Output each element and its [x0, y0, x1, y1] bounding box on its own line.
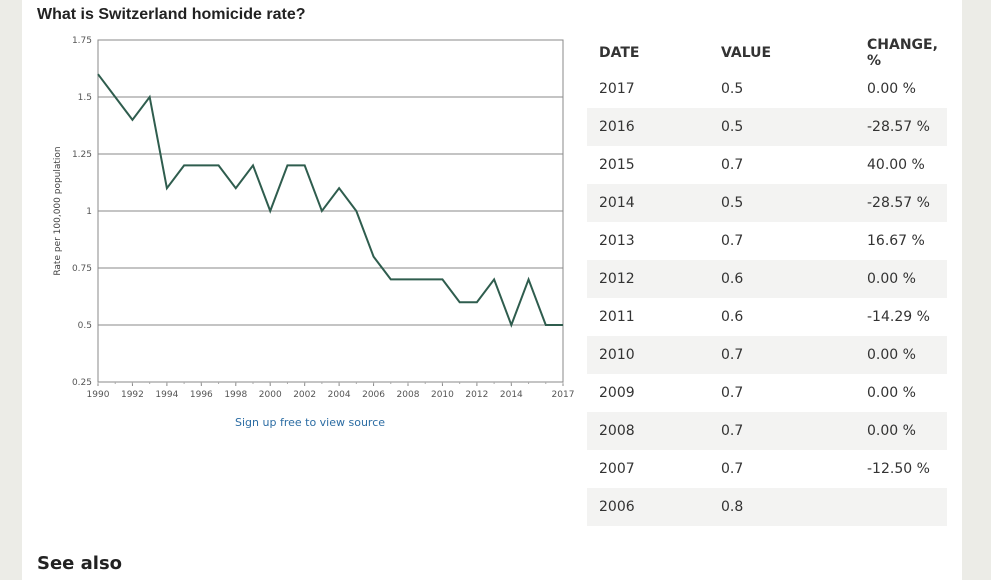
y-tick-label: 1.75: [72, 36, 92, 46]
cell-date: 2008: [599, 423, 635, 439]
table-header-row: DATE VALUE CHANGE, %: [587, 36, 947, 70]
cell-date: 2007: [599, 461, 635, 477]
cell-change: [855, 488, 947, 526]
table-row: 2010 0.7 0.00 %: [587, 336, 947, 374]
cell-value: 0.7: [721, 423, 744, 439]
cell-change: 0.00 %: [867, 385, 916, 401]
table-row: 2015 0.7 40.00 %: [587, 146, 947, 184]
cell-change: 16.67 %: [867, 233, 925, 249]
cell-date: 2006: [599, 499, 635, 515]
cell-date: 2014: [599, 195, 635, 211]
cell-value: 0.5: [721, 81, 744, 97]
cell-change: -28.57 %: [867, 119, 930, 135]
y-tick-label: 1: [86, 207, 92, 217]
x-tick-label: 2017: [552, 390, 575, 400]
cell-change: 0.00 %: [867, 81, 916, 97]
cell-value: 0.5: [721, 119, 744, 135]
header-change[interactable]: CHANGE, %: [867, 37, 938, 69]
homicide-rate-chart: 0.25 0.5 0.75 1 1.25 1.5 1.75 1990 1992 1994 1996 1…: [53, 36, 575, 400]
cell-change: 0.00 %: [867, 423, 916, 439]
cell-value: 0.7: [721, 157, 744, 173]
table-row: 2009 0.7 0.00 %: [587, 374, 947, 412]
cell-value: 0.7: [721, 385, 744, 401]
x-tick-label: 1994: [155, 390, 178, 400]
data-table: DATE VALUE CHANGE, % 2017 0.5 0.00 % 2016 0.…: [587, 36, 947, 526]
x-tick-label: 1990: [87, 390, 110, 400]
cell-change: 40.00 %: [867, 157, 925, 173]
y-tick-label: 0.5: [78, 321, 92, 331]
cell-value: 0.5: [721, 195, 744, 211]
series-line: [97, 73, 563, 328]
cell-value: 0.7: [721, 347, 744, 363]
table-row: 2012 0.6 0.00 %: [587, 260, 947, 298]
cell-date: 2010: [599, 347, 635, 363]
x-tick-label: 2004: [328, 390, 351, 400]
cell-value: 0.7: [721, 461, 744, 477]
cell-value: 0.8: [721, 499, 744, 515]
header-value[interactable]: VALUE: [721, 45, 772, 61]
table-row: 2014 0.5 -28.57 %: [587, 184, 947, 222]
y-tick-label: 1.5: [78, 93, 92, 103]
table-body: 2017 0.5 0.00 % 2016 0.5 -28.57 % 2015 0.7 40.00…: [587, 70, 947, 526]
x-tick-label: 1992: [121, 390, 144, 400]
table-row: 2006 0.8: [587, 488, 947, 526]
table-row: 2008 0.7 0.00 %: [587, 412, 947, 450]
cell-value: 0.7: [721, 233, 744, 249]
table-row: 2007 0.7 -12.50 %: [587, 450, 947, 488]
x-tick-label: 2008: [397, 390, 420, 400]
cell-value: 0.6: [721, 271, 744, 287]
table-row: 2016 0.5 -28.57 %: [587, 108, 947, 146]
cell-date: 2009: [599, 385, 635, 401]
header-date[interactable]: DATE: [599, 45, 640, 61]
table-row: 2013 0.7 16.67 %: [587, 222, 947, 260]
cell-change: -12.50 %: [867, 461, 930, 477]
x-tick-label: 2000: [259, 390, 282, 400]
page-title: What is Switzerland homicide rate?: [37, 6, 306, 23]
chart-container: 0.25 0.5 0.75 1 1.25 1.5 1.75 1990 1992 1994 1996 1…: [30, 30, 580, 410]
table-row: 2017 0.5 0.00 %: [587, 70, 947, 108]
x-tick-label: 2006: [362, 390, 385, 400]
view-source-link[interactable]: Sign up free to view source: [235, 416, 386, 429]
cell-date: 2011: [599, 309, 635, 325]
x-tick-label: 2012: [465, 390, 488, 400]
cell-change: 0.00 %: [867, 347, 916, 363]
x-tick-label: 2002: [293, 390, 316, 400]
cell-date: 2017: [599, 81, 635, 97]
x-tick-label: 2014: [500, 390, 523, 400]
y-tick-label: 0.75: [72, 264, 92, 274]
cell-change: -28.57 %: [867, 195, 930, 211]
x-tick-label: 1998: [224, 390, 247, 400]
x-tick-label: 1996: [190, 390, 213, 400]
cell-value: 0.6: [721, 309, 744, 325]
see-also-heading: See also: [37, 553, 123, 574]
y-tick-label: 1.25: [72, 150, 92, 160]
cell-date: 2016: [599, 119, 635, 135]
table-row: 2011 0.6 -14.29 %: [587, 298, 947, 336]
cell-change: 0.00 %: [867, 271, 916, 287]
cell-date: 2012: [599, 271, 635, 287]
cell-change: -14.29 %: [867, 309, 930, 325]
cell-date: 2015: [599, 157, 635, 173]
x-tick-label: 2010: [431, 390, 454, 400]
y-axis-label: Rate per 100,000 population: [53, 146, 63, 275]
cell-date: 2013: [599, 233, 635, 249]
y-tick-label: 0.25: [72, 378, 92, 388]
